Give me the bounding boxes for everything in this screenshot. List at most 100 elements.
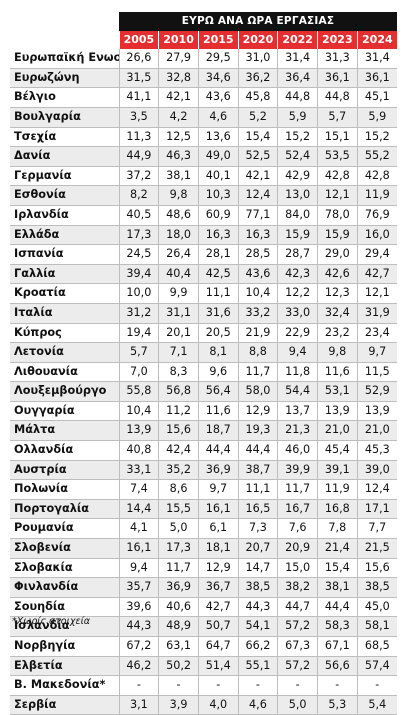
value-cell-2022: 15,0 [277, 558, 318, 579]
value-cell-2022: 36,4 [277, 68, 318, 89]
value-cell-2005: - [118, 675, 159, 696]
wage-table-container: ΕΥΡΩ ΑΝΑ ΩΡΑ ΕΡΓΑΣΙΑΣ 2005 2010 2015 2020 20… [10, 12, 397, 715]
value-cell-2010: 42,4 [158, 440, 199, 461]
value-cell-2010: 11,2 [158, 401, 199, 422]
value-cell-2005: 37,2 [118, 166, 159, 187]
country-name: Ευρωπαϊκή Ενωση [10, 49, 120, 69]
value-cell-2005: 44,9 [118, 146, 159, 167]
value-cell-2023: 36,1 [316, 68, 358, 89]
table-row: Γερμανία 37,2 38,1 40,1 42,1 42,9 42,8 42,8 [10, 166, 397, 187]
value-cell-2020: 12,4 [237, 185, 278, 206]
value-cell-2022: 44,8 [277, 87, 318, 108]
country-name: Σουηδία [10, 597, 120, 618]
value-cell-2010: 27,9 [158, 49, 199, 69]
value-cell-2023: 23,2 [316, 323, 358, 344]
value-cell-2024: 15,2 [356, 127, 397, 148]
value-cell-2023: 7,8 [316, 518, 358, 540]
value-cell-2015: 16,3 [197, 225, 239, 246]
value-cell-2024: 55,2 [356, 146, 397, 167]
value-cell-2023: 58,3 [316, 616, 358, 637]
hourly-wage-table: ΕΥΡΩ ΑΝΑ ΩΡΑ ΕΡΓΑΣΙΑΣ 2005 2010 2015 2020 20… [10, 12, 397, 715]
value-cell-2022: 15,2 [277, 127, 318, 148]
value-cell-2015: 36,9 [197, 460, 239, 481]
value-cell-2005: 35,7 [118, 577, 159, 598]
value-cell-2010: 15,6 [158, 420, 199, 442]
value-cell-2023: 31,3 [316, 49, 358, 69]
value-cell-2022: 67,3 [277, 636, 318, 657]
footnote: *Χωρίς στοιχεία [12, 616, 91, 627]
value-cell-2005: 14,4 [118, 499, 159, 520]
value-cell-2024: 42,8 [356, 166, 397, 187]
value-cell-2015: 60,9 [197, 205, 239, 226]
value-cell-2024: 5,9 [356, 107, 397, 128]
value-cell-2024: 21,0 [356, 420, 397, 442]
value-cell-2020: 20,7 [237, 538, 278, 559]
value-cell-2024: 68,5 [356, 636, 397, 657]
value-cell-2020: 44,3 [237, 597, 278, 618]
country-name: Γερμανία [10, 166, 120, 187]
value-cell-2005: 11,3 [118, 127, 159, 148]
value-cell-2020: 10,4 [237, 283, 278, 304]
value-cell-2023: 78,0 [316, 205, 358, 226]
value-cell-2010: 26,4 [158, 244, 199, 265]
value-cell-2023: 44,4 [316, 597, 358, 618]
value-cell-2015: 49,0 [197, 146, 239, 167]
value-cell-2023: 67,1 [316, 636, 358, 657]
value-cell-2024: 23,4 [356, 323, 397, 344]
table-row: Σλοβακία 9,4 11,7 12,9 14,7 15,0 15,4 15,6 [10, 558, 397, 579]
value-cell-2022: 42,3 [277, 264, 318, 285]
value-cell-2023: 38,1 [316, 577, 358, 598]
country-name: Ισπανία [10, 244, 120, 265]
table-row: Σλοβενία 16,1 17,3 18,1 20,7 20,9 21,4 21,5 [10, 538, 397, 559]
value-cell-2020: 21,9 [237, 323, 278, 344]
value-cell-2010: 20,1 [158, 323, 199, 344]
value-cell-2020: 55,1 [237, 656, 278, 677]
value-cell-2005: 24,5 [118, 244, 159, 265]
value-cell-2023: 15,1 [316, 127, 358, 148]
country-name: Ευρωζώνη [10, 68, 120, 89]
country-name: Ελβετία [10, 656, 120, 677]
value-cell-2020: 77,1 [237, 205, 278, 226]
value-cell-2005: 39,6 [118, 597, 159, 618]
value-cell-2024: 17,1 [356, 499, 397, 520]
blank-corner-cell [10, 12, 119, 31]
value-cell-2022: 16,7 [277, 499, 318, 520]
country-name: Νορβηγία [10, 636, 120, 657]
value-cell-2023: 9,8 [316, 342, 358, 363]
value-cell-2020: 31,0 [237, 49, 278, 69]
value-cell-2020: 8,8 [237, 342, 278, 363]
value-cell-2022: 44,7 [277, 597, 318, 618]
value-cell-2020: 45,8 [237, 87, 278, 108]
value-cell-2020: 54,1 [237, 616, 278, 637]
value-cell-2010: 35,2 [158, 460, 199, 481]
value-cell-2020: 44,4 [237, 440, 278, 461]
value-cell-2022: 20,9 [277, 538, 318, 559]
value-cell-2010: 3,9 [158, 695, 199, 715]
value-cell-2010: 50,2 [158, 656, 199, 677]
value-cell-2023: 42,6 [316, 264, 358, 285]
table-row: Κροατία 10,0 9,9 11,1 10,4 12,2 12,3 12,1 [10, 283, 397, 304]
country-name: Εσθονία [10, 185, 120, 206]
table-row: Ουγγαρία 10,4 11,2 11,6 12,9 13,7 13,9 13,9 [10, 401, 397, 422]
table-row: Εσθονία 8,2 9,8 10,3 12,4 13,0 12,1 11,9 [10, 185, 397, 206]
value-cell-2024: 12,4 [356, 479, 397, 500]
value-cell-2022: 11,8 [277, 362, 318, 383]
year-header-2015: 2015 [197, 30, 239, 50]
value-cell-2005: 44,3 [118, 616, 159, 637]
year-header-2022: 2022 [277, 30, 318, 50]
value-cell-2010: 8,3 [158, 362, 199, 383]
value-cell-2024: 29,4 [356, 244, 397, 265]
country-name: Μάλτα [10, 420, 120, 442]
value-cell-2015: 6,1 [197, 518, 239, 540]
value-cell-2015: 16,1 [197, 499, 239, 520]
value-cell-2015: 42,5 [197, 264, 239, 285]
table-row: Κύπρος 19,4 20,1 20,5 21,9 22,9 23,2 23,4 [10, 323, 397, 344]
value-cell-2022: 13,0 [277, 185, 318, 206]
year-header-2020: 2020 [237, 30, 278, 50]
value-cell-2022: 57,2 [277, 616, 318, 637]
value-cell-2005: 9,4 [118, 558, 159, 579]
value-cell-2023: 21,0 [316, 420, 358, 442]
value-cell-2024: 45,3 [356, 440, 397, 461]
value-cell-2023: 53,5 [316, 146, 358, 167]
country-name: Αυστρία [10, 460, 120, 481]
